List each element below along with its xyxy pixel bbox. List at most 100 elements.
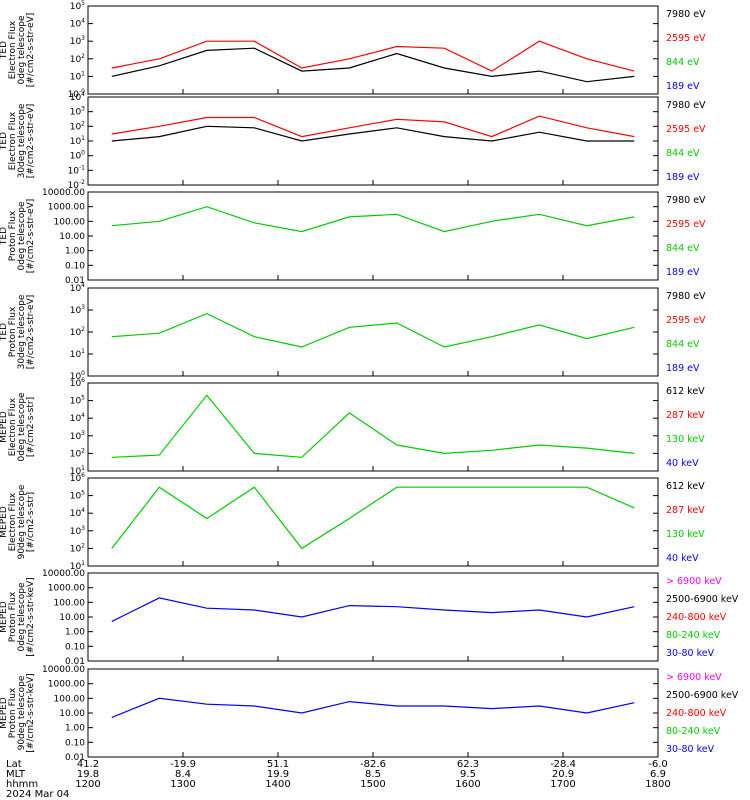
y-label-line: 0deg telescope xyxy=(17,15,27,85)
x-tick-mlt: 20.9 xyxy=(552,769,574,780)
y-label-line: [#/cm2-s-str] xyxy=(26,397,36,457)
legend-label: 844 eV xyxy=(666,339,700,350)
legend-label: 80-240 keV xyxy=(666,726,721,737)
y-label-line: 0deg telescope xyxy=(17,392,27,462)
x-tick-mlt: 9.5 xyxy=(460,769,476,780)
x-tick-mlt: 8.5 xyxy=(365,769,381,780)
y-tick-label: 0.01 xyxy=(65,657,85,667)
y-tick-label: 101 xyxy=(70,70,85,82)
y-label-line: Proton Flux xyxy=(8,687,18,738)
y-label-line: 0deg telescope xyxy=(17,201,27,271)
y-label-line: Proton Flux xyxy=(8,591,18,642)
legend-label: 612 keV xyxy=(666,386,705,397)
y-tick-label: 10.00 xyxy=(59,232,85,242)
y-label-line: MEPED xyxy=(0,411,9,443)
legend-label: 189 eV xyxy=(666,172,700,183)
x-tick-mlt: 19.9 xyxy=(267,769,289,780)
y-label-line: MEPED xyxy=(0,506,9,538)
y-label-line: 90deg telescope xyxy=(17,675,27,750)
legend-label: 40 keV xyxy=(666,458,699,469)
x-tick-hhmm: 1200 xyxy=(75,779,100,790)
x-tick-mlt: 19.8 xyxy=(77,769,99,780)
x-tick-lat: 62.3 xyxy=(457,759,479,770)
y-tick-label: 0.01 xyxy=(65,753,85,763)
series-line xyxy=(111,312,635,348)
y-tick-label: 103 xyxy=(70,525,85,537)
legend-label: 2595 eV xyxy=(666,315,706,326)
y-tick-label: 102 xyxy=(70,447,85,459)
series-line xyxy=(111,206,635,233)
x-tick-mlt: 6.9 xyxy=(650,769,666,780)
series-line xyxy=(111,115,635,138)
y-label-line: [#/cm2-s-str-eV] xyxy=(26,13,36,88)
y-label-line: TED xyxy=(0,41,9,60)
y-label-line: 30deg telescope xyxy=(17,103,27,178)
y-tick-label: 100.00 xyxy=(54,217,86,227)
legend-label: 2500-6900 keV xyxy=(666,594,739,605)
y-axis-label: TEDElectron Flux0deg telescope[#/cm2-s-s… xyxy=(0,13,36,88)
legend-label: 240-800 keV xyxy=(666,708,727,719)
y-label-line: TED xyxy=(0,132,9,151)
y-label-line: Proton Flux xyxy=(8,210,18,261)
y-tick-label: 1.00 xyxy=(65,247,85,257)
legend-label: 844 eV xyxy=(666,243,700,254)
y-tick-label: 104 xyxy=(70,507,85,519)
x-row-label-mlt: MLT xyxy=(6,769,26,780)
x-tick-mlt: 8.4 xyxy=(175,769,191,780)
x-tick-lat: -19.9 xyxy=(170,759,196,770)
series-line xyxy=(111,40,635,72)
panel-frame xyxy=(87,668,659,758)
panel-frame xyxy=(87,382,659,472)
y-label-line: MEPED xyxy=(0,601,9,633)
y-axis-label: TEDProton Flux0deg telescope[#/cm2-s-str… xyxy=(0,199,36,274)
y-tick-label: 103 xyxy=(70,106,85,118)
y-tick-label: 1.00 xyxy=(65,628,85,638)
y-tick-label: 105 xyxy=(70,395,85,407)
y-tick-label: 104 xyxy=(70,412,85,424)
legend-label: 240-800 keV xyxy=(666,612,727,623)
y-tick-label: 105 xyxy=(70,490,85,502)
x-tick-hhmm: 1700 xyxy=(550,779,575,790)
y-tick-label: 1000.00 xyxy=(48,584,85,594)
legend-label: 2595 eV xyxy=(666,33,706,44)
legend-label: 612 keV xyxy=(666,481,705,492)
series-line xyxy=(111,597,635,622)
x-tick-lat: -82.6 xyxy=(360,759,386,770)
y-tick-label: 0.01 xyxy=(65,276,85,286)
y-label-line: [#/cm2-s-str-eV] xyxy=(26,199,36,274)
series-line xyxy=(111,47,635,83)
series-line xyxy=(111,394,635,458)
y-tick-label: 100 xyxy=(70,150,85,162)
y-axis-label: MEPEDElectron Flux0deg telescope[#/cm2-s… xyxy=(0,392,36,462)
legend-label: 287 keV xyxy=(666,410,705,421)
panel-8: 0.01 0.10 1.00 10.00 100.00 1000.00 10000.00 ME… xyxy=(0,665,739,763)
panel-3: 0.01 0.10 1.00 10.00 100.00 1000.00 10000.00 TE… xyxy=(0,188,706,286)
y-tick-label: 103 xyxy=(70,304,85,316)
x-tick-lat: 51.1 xyxy=(267,759,289,770)
y-label-line: 0deg telescope xyxy=(17,582,27,652)
x-row-label-lat: Lat xyxy=(6,759,22,770)
x-tick-lat: -28.4 xyxy=(550,759,576,770)
panel-frame xyxy=(87,287,659,377)
legend-label: > 6900 keV xyxy=(666,672,722,683)
legend-label: 844 eV xyxy=(666,57,700,68)
y-tick-label: 1.00 xyxy=(65,724,85,734)
y-tick-label: 10000.00 xyxy=(42,569,85,579)
y-tick-label: 106 xyxy=(70,472,85,484)
panel-frame xyxy=(87,96,659,186)
x-tick-hhmm: 1800 xyxy=(645,779,670,790)
legend-label: 2500-6900 keV xyxy=(666,690,739,701)
x-tick-lat: -6.0 xyxy=(648,759,668,770)
legend-label: 40 keV xyxy=(666,553,699,564)
y-tick-label: 0.10 xyxy=(65,642,85,652)
y-tick-label: 10.00 xyxy=(59,709,85,719)
y-tick-label: 103 xyxy=(70,430,85,442)
x-tick-lat: 41.2 xyxy=(77,759,99,770)
legend-label: 7980 eV xyxy=(666,291,706,302)
y-tick-label: 104 xyxy=(70,282,85,294)
